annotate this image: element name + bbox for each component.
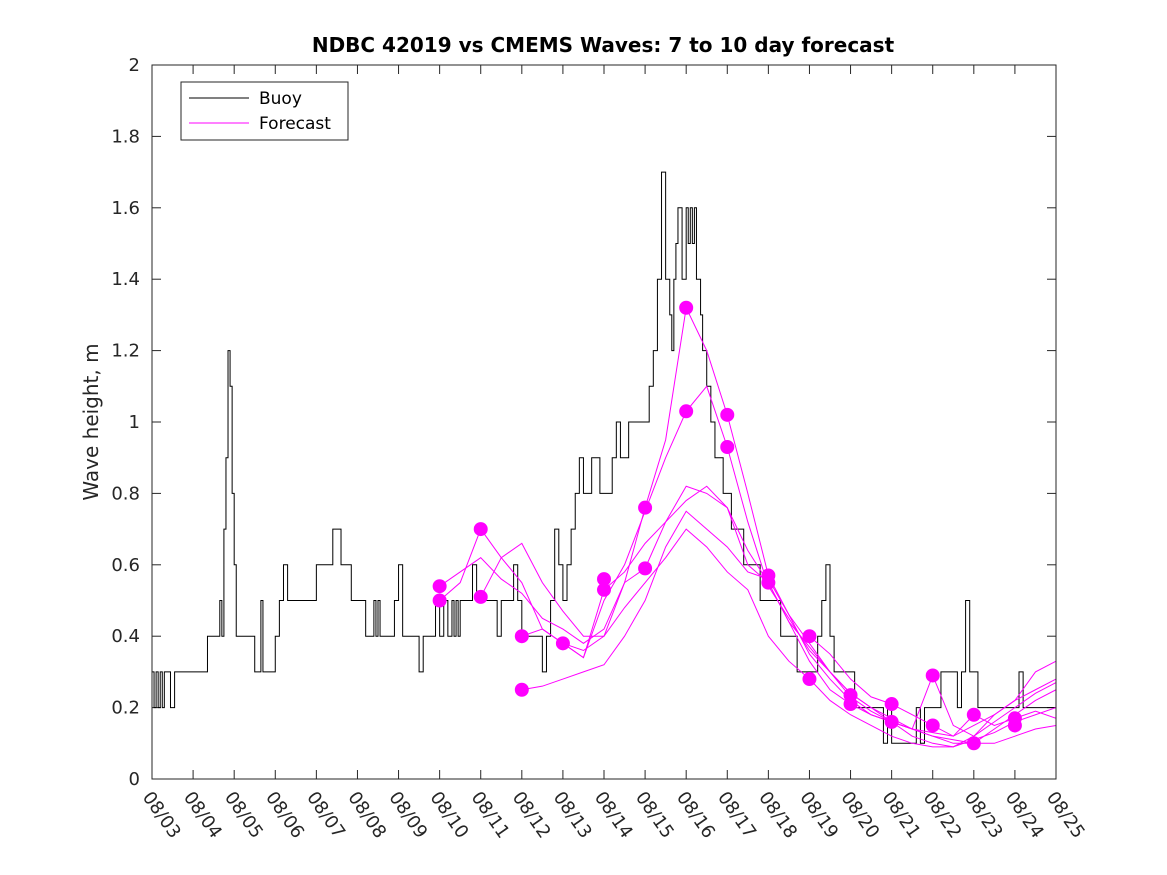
forecast-marker xyxy=(720,439,735,454)
x-tick-label: 08/10 xyxy=(426,788,473,843)
x-tick-label: 08/14 xyxy=(590,788,637,843)
y-tick-label: 1 xyxy=(129,412,140,433)
forecast-marker xyxy=(966,707,981,722)
y-tick-label: 0.8 xyxy=(111,483,140,504)
forecast-marker xyxy=(925,668,940,683)
axes-border xyxy=(151,64,1057,780)
chart-title: NDBC 42019 vs CMEMS Waves: 7 to 10 day f… xyxy=(312,33,895,57)
x-tick-label: 08/25 xyxy=(1042,788,1089,843)
forecast-marker xyxy=(597,582,611,597)
forecast-marker xyxy=(514,682,529,697)
plot-area: 00.20.40.60.811.21.41.61.8208/0308/0408/… xyxy=(111,55,1089,842)
x-tick-label: 08/21 xyxy=(878,788,925,843)
x-tick-label: 08/12 xyxy=(508,788,555,843)
forecast-marker xyxy=(966,736,981,751)
x-tick-label: 08/16 xyxy=(672,788,719,843)
buoy-series-line xyxy=(152,171,1056,744)
forecast-marker xyxy=(638,561,653,576)
forecast-marker xyxy=(473,522,488,537)
y-tick-label: 2 xyxy=(129,55,140,76)
forecast-marker xyxy=(761,575,776,590)
x-tick-label: 08/20 xyxy=(836,788,883,843)
legend: Buoy Forecast xyxy=(180,81,349,141)
series-group xyxy=(152,171,1056,751)
y-tick-label: 1.4 xyxy=(111,269,140,290)
x-tick-label: 08/18 xyxy=(754,788,801,843)
forecast-marker xyxy=(802,629,817,644)
x-tick-label: 08/17 xyxy=(713,788,760,843)
forecast-marker xyxy=(925,718,940,733)
forecast-marker xyxy=(720,407,735,422)
y-axis-label: Wave height, m xyxy=(79,343,103,500)
forecast-marker xyxy=(514,629,529,644)
forecast-marker xyxy=(555,636,570,651)
y-tick-label: 0.6 xyxy=(111,555,140,576)
x-tick-label: 08/08 xyxy=(343,788,390,843)
forecast-marker xyxy=(884,714,899,729)
legend-label-buoy: Buoy xyxy=(259,89,302,109)
forecast-marker xyxy=(432,593,447,608)
x-tick-label: 08/22 xyxy=(919,788,966,843)
y-tick-label: 0.4 xyxy=(111,626,140,647)
x-tick-label: 08/05 xyxy=(220,788,267,843)
x-tick-label: 08/11 xyxy=(467,788,514,843)
x-tick-label: 08/23 xyxy=(960,788,1007,843)
forecast-series-line xyxy=(521,528,1056,748)
forecast-marker xyxy=(802,672,817,687)
x-tick-label: 08/15 xyxy=(631,788,678,843)
axes-box xyxy=(151,64,1057,780)
y-tick-label: 0 xyxy=(129,769,140,790)
y-tick-label: 1.8 xyxy=(111,126,140,147)
legend-label-forecast: Forecast xyxy=(259,114,331,134)
x-tick-label: 08/09 xyxy=(384,788,431,843)
forecast-marker xyxy=(679,404,694,419)
x-tick-label: 08/06 xyxy=(261,788,308,843)
forecast-marker xyxy=(432,579,447,594)
x-tick-label: 08/19 xyxy=(795,788,842,843)
forecast-marker xyxy=(473,589,488,604)
forecast-marker xyxy=(679,300,694,315)
x-tick-label: 08/03 xyxy=(138,788,185,843)
legend-box xyxy=(180,81,349,141)
y-tick-label: 1.2 xyxy=(111,341,140,362)
forecast-series-line xyxy=(562,485,1056,737)
x-tick-label: 08/24 xyxy=(1001,788,1048,843)
x-tick-label: 08/13 xyxy=(549,788,596,843)
y-tick-label: 1.6 xyxy=(111,198,140,219)
forecast-marker xyxy=(884,697,899,712)
x-tick-label: 08/07 xyxy=(302,788,349,843)
y-tick-label: 0.2 xyxy=(111,698,140,719)
x-tick-label: 08/04 xyxy=(179,788,226,843)
forecast-marker xyxy=(843,697,858,712)
forecast-marker xyxy=(638,500,653,515)
forecast-marker xyxy=(1007,718,1022,733)
